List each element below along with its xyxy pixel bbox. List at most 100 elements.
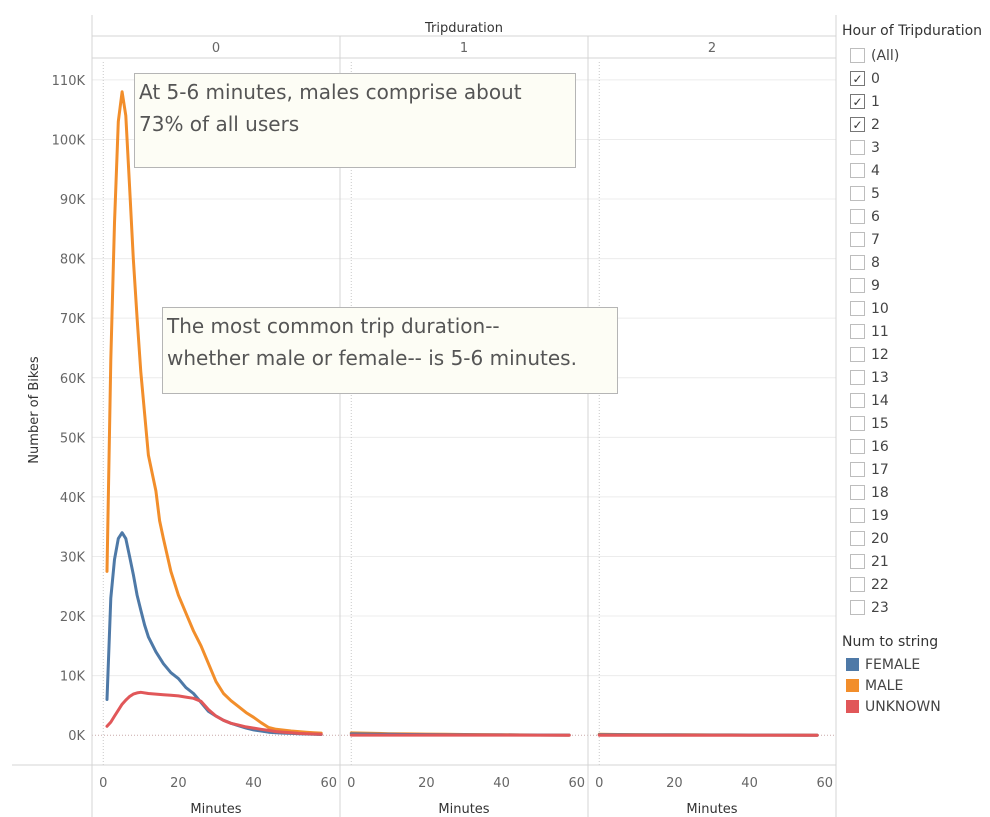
checkbox[interactable] (850, 508, 865, 523)
checkbox[interactable] (850, 347, 865, 362)
filter-item-18[interactable]: 18 (842, 481, 990, 504)
y-tick-label: 50K (60, 431, 86, 446)
annotation-line: The most common trip duration-- (167, 314, 500, 338)
checkbox[interactable] (850, 301, 865, 316)
x-tick-label: 60 (568, 776, 585, 791)
legend-swatch (846, 658, 859, 671)
filter-item-13[interactable]: 13 (842, 366, 990, 389)
checkbox[interactable]: ✓ (850, 71, 865, 86)
annotation-line: 73% of all users (139, 112, 300, 136)
filter-item-0[interactable]: ✓ 0 (842, 67, 990, 90)
x-tick-label: 40 (741, 776, 758, 791)
hour-filter: Hour of Tripduration (All) ✓ 0 ✓ 1 ✓ 2 3 4 5 6 7 8 9 1… (842, 18, 990, 619)
filter-item-6[interactable]: 6 (842, 205, 990, 228)
checkbox[interactable] (850, 209, 865, 224)
x-tick-label: 20 (170, 776, 187, 791)
filter-item-label: 0 (871, 70, 880, 87)
filter-item-19[interactable]: 19 (842, 504, 990, 527)
checkbox[interactable] (850, 278, 865, 293)
filter-item-5[interactable]: 5 (842, 182, 990, 205)
x-axis-title: Minutes (686, 802, 737, 817)
annotation-line: At 5-6 minutes, males comprise about (139, 80, 522, 104)
filter-item-1[interactable]: ✓ 1 (842, 90, 990, 113)
filter-item-22[interactable]: 22 (842, 573, 990, 596)
checkbox[interactable] (850, 600, 865, 615)
x-tick-label: 60 (816, 776, 833, 791)
x-tick-label: 0 (595, 776, 603, 791)
panel-header: 2 (708, 41, 716, 56)
filter-item-15[interactable]: 15 (842, 412, 990, 435)
x-tick-label: 20 (666, 776, 683, 791)
checkbox[interactable] (850, 554, 865, 569)
filter-item-3[interactable]: 3 (842, 136, 990, 159)
filter-title: Hour of Tripduration (842, 23, 983, 39)
legend-item-male[interactable]: MALE (842, 675, 990, 696)
filter-item-label: 3 (871, 139, 880, 156)
filter-item-label: 23 (871, 599, 889, 616)
checkbox[interactable] (850, 186, 865, 201)
checkbox[interactable] (850, 439, 865, 454)
checkbox[interactable] (850, 48, 865, 63)
y-tick-label: 100K (52, 133, 86, 148)
legend-item-unknown[interactable]: UNKNOWN (842, 696, 990, 717)
filter-item-7[interactable]: 7 (842, 228, 990, 251)
filter-item-4[interactable]: 4 (842, 159, 990, 182)
y-tick-label: 110K (52, 74, 86, 89)
y-tick-label: 10K (60, 670, 86, 685)
checkbox[interactable] (850, 462, 865, 477)
legend-label: UNKNOWN (865, 698, 941, 715)
legend-title: Num to string (842, 634, 939, 650)
annotation-male-share: At 5-6 minutes, males comprise about 73%… (134, 73, 576, 168)
checkbox[interactable] (850, 485, 865, 500)
panel-header: 1 (460, 41, 468, 56)
legend-item-female[interactable]: FEMALE (842, 654, 990, 675)
checkbox[interactable] (850, 324, 865, 339)
filter-item-10[interactable]: 10 (842, 297, 990, 320)
y-tick-label: 20K (60, 610, 86, 625)
filter-item-label: 7 (871, 231, 880, 248)
filter-item-all[interactable]: (All) (842, 44, 990, 67)
filter-item-16[interactable]: 16 (842, 435, 990, 458)
checkbox[interactable] (850, 255, 865, 270)
x-tick-label: 0 (99, 776, 107, 791)
filter-item-23[interactable]: 23 (842, 596, 990, 619)
checkbox[interactable] (850, 531, 865, 546)
checkbox[interactable]: ✓ (850, 117, 865, 132)
checkbox[interactable] (850, 232, 865, 247)
filter-item-9[interactable]: 9 (842, 274, 990, 297)
filter-item-label: 19 (871, 507, 889, 524)
panel-header: 0 (212, 41, 220, 56)
filter-item-17[interactable]: 17 (842, 458, 990, 481)
filter-item-2[interactable]: ✓ 2 (842, 113, 990, 136)
checkbox[interactable] (850, 416, 865, 431)
color-legend: Num to string FEMALE MALE UNKNOWN (842, 630, 990, 717)
x-tick-label: 0 (347, 776, 355, 791)
filter-item-label: 15 (871, 415, 889, 432)
checkbox[interactable] (850, 370, 865, 385)
filter-item-12[interactable]: 12 (842, 343, 990, 366)
filter-item-label: 16 (871, 438, 889, 455)
filter-item-11[interactable]: 11 (842, 320, 990, 343)
y-tick-label: 40K (60, 491, 86, 506)
x-axis-title: Minutes (438, 802, 489, 817)
y-tick-label: 80K (60, 253, 86, 268)
legend-label: FEMALE (865, 656, 921, 673)
filter-item-label: 2 (871, 116, 880, 133)
checkbox[interactable]: ✓ (850, 94, 865, 109)
filter-item-label: 12 (871, 346, 889, 363)
filter-item-label: 11 (871, 323, 889, 340)
filter-item-20[interactable]: 20 (842, 527, 990, 550)
filter-item-14[interactable]: 14 (842, 389, 990, 412)
checkbox[interactable] (850, 140, 865, 155)
filter-item-label: 10 (871, 300, 889, 317)
checkbox[interactable] (850, 393, 865, 408)
filter-item-label: 22 (871, 576, 889, 593)
annotation-common-duration: The most common trip duration-- whether … (162, 307, 618, 394)
x-tick-label: 20 (418, 776, 435, 791)
filter-item-8[interactable]: 8 (842, 251, 990, 274)
checkbox[interactable] (850, 163, 865, 178)
checkbox[interactable] (850, 577, 865, 592)
filter-item-21[interactable]: 21 (842, 550, 990, 573)
y-tick-label: 30K (60, 550, 86, 565)
series-line-male (105, 90, 323, 735)
